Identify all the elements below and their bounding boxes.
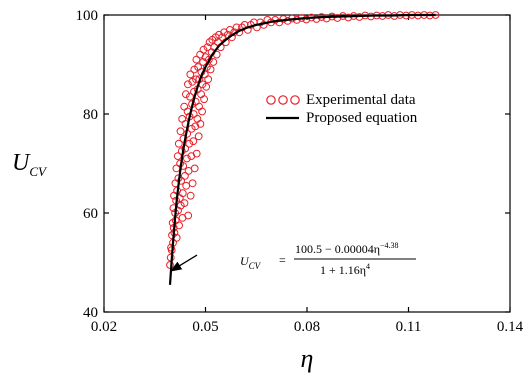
scatter-series-experimental xyxy=(166,11,440,269)
x-tick-label: 0.02 xyxy=(91,319,117,335)
legend-label-experimental: Experimental data xyxy=(306,92,416,108)
data-point xyxy=(188,179,197,188)
equation-lhs-subscript: CV xyxy=(249,261,262,271)
equation-lhs: UCV xyxy=(240,254,262,271)
data-point xyxy=(172,164,181,173)
y-tick-label: 100 xyxy=(76,8,99,24)
data-point xyxy=(180,199,189,208)
data-point xyxy=(175,221,184,230)
x-tick-label: 0.11 xyxy=(396,319,422,335)
data-point xyxy=(197,90,206,99)
data-point xyxy=(333,14,342,22)
data-point xyxy=(192,55,201,64)
data-point xyxy=(174,139,183,148)
data-point xyxy=(202,82,211,91)
equation-numerator-exponent: −4.38 xyxy=(380,241,399,250)
data-point xyxy=(183,154,191,163)
equation-numerator: 100.5 − 0.00004η−4.38 xyxy=(295,241,399,256)
data-point xyxy=(182,181,191,190)
data-point xyxy=(181,172,189,180)
data-point xyxy=(190,65,199,74)
data-point xyxy=(180,102,189,111)
data-point xyxy=(206,65,215,74)
y-tick-label: 40 xyxy=(83,305,98,321)
data-point xyxy=(190,164,199,173)
y-tick-label: 60 xyxy=(83,206,98,222)
equation-lhs-main: U xyxy=(240,254,250,268)
data-point xyxy=(200,95,209,104)
data-point xyxy=(184,80,192,89)
data-point xyxy=(199,45,208,54)
legend: Experimental data Proposed equation xyxy=(266,92,418,126)
y-axis-title-subscript: CV xyxy=(29,164,48,179)
equation-denominator: 1 + 1.16η4 xyxy=(320,262,370,277)
data-point xyxy=(312,15,321,23)
data-point xyxy=(186,70,195,79)
data-point xyxy=(322,14,331,23)
data-point xyxy=(168,231,176,240)
y-axis-title-main: U xyxy=(12,150,31,176)
data-point xyxy=(178,189,187,198)
data-point xyxy=(344,13,353,22)
data-point xyxy=(226,26,234,34)
data-point xyxy=(173,152,182,161)
y-axis-ticks: 40 60 80 100 xyxy=(76,8,510,321)
data-point xyxy=(191,122,200,131)
x-axis-ticks: 0.02 0.05 0.08 0.11 0.14 xyxy=(91,15,524,335)
data-point xyxy=(196,120,205,128)
x-tick-label: 0.14 xyxy=(497,319,524,335)
y-tick-label: 80 xyxy=(83,107,98,123)
equation-numerator-main: 100.5 − 0.00004η xyxy=(295,242,380,256)
data-point xyxy=(186,191,195,200)
data-point xyxy=(176,127,185,136)
y-axis-title: UCV xyxy=(12,150,48,179)
data-point xyxy=(209,58,218,66)
x-tick-label: 0.08 xyxy=(294,319,320,335)
data-point xyxy=(186,92,194,101)
data-point xyxy=(204,75,213,84)
data-point xyxy=(194,132,203,141)
equation-arrow xyxy=(169,254,198,272)
x-axis-title: η xyxy=(301,344,314,373)
equation-denominator-exponent: 4 xyxy=(366,262,370,271)
data-point xyxy=(185,139,194,148)
data-point xyxy=(189,137,198,146)
data-point xyxy=(205,38,214,47)
data-point xyxy=(302,15,311,24)
legend-circle xyxy=(290,95,300,105)
data-point xyxy=(198,107,207,116)
legend-label-proposed: Proposed equation xyxy=(306,110,418,126)
data-point xyxy=(182,90,190,99)
x-tick-label: 0.05 xyxy=(192,319,218,335)
data-point xyxy=(184,211,193,220)
data-point xyxy=(178,115,187,123)
legend-marker-experimental xyxy=(266,95,300,105)
equation-denominator-main: 1 + 1.16η xyxy=(320,263,366,277)
data-point xyxy=(192,149,201,158)
proposed-equation-line xyxy=(168,13,436,285)
equation-annotation: UCV = 100.5 − 0.00004η−4.38 1 + 1.16η4 xyxy=(169,241,416,277)
legend-circle xyxy=(266,95,276,105)
data-point xyxy=(193,115,202,123)
plot-frame xyxy=(103,14,511,313)
data-point xyxy=(177,176,186,185)
data-point xyxy=(195,102,204,111)
legend-circle xyxy=(278,95,288,105)
equation-equals: = xyxy=(279,253,286,267)
